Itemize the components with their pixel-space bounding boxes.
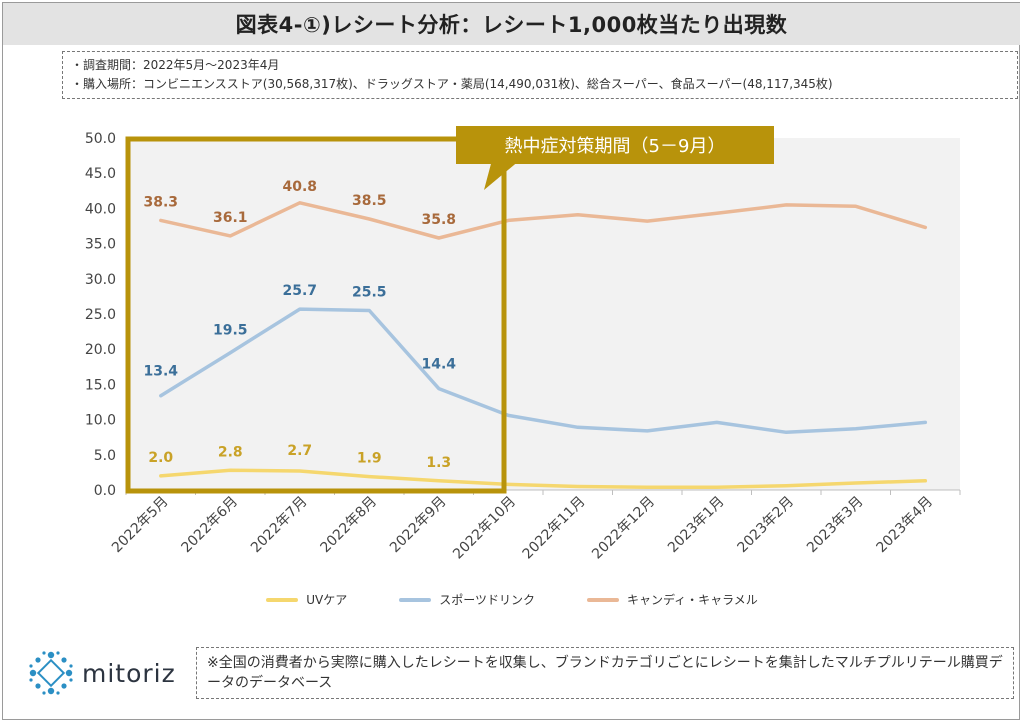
data-label: 2.0 (148, 450, 173, 466)
data-label: 19.5 (213, 323, 248, 339)
mitoriz-logo-icon (29, 651, 73, 695)
survey-period-text: ・調査期間：2022年5月～2023年4月 (71, 58, 280, 72)
series-lines (159, 201, 928, 489)
legend-swatch (586, 597, 619, 602)
x-tick-label: 2023年2月 (734, 494, 797, 557)
legend-item: キャンディ・キャラメル (586, 591, 758, 608)
legend-item: スポーツドリンク (399, 591, 535, 608)
y-tick-label: 25.0 (85, 307, 116, 323)
line-chart: 0.0 5.0 10.0 15.0 20.0 25.0 30.0 35.0 40.0 45.0 50… (85, 126, 961, 563)
x-tick-label: 2023年3月 (804, 494, 867, 557)
x-tick-label: 2023年4月 (873, 494, 936, 557)
legend-swatch (399, 597, 432, 602)
series-line-0 (159, 468, 928, 489)
y-tick-label: 10.0 (85, 413, 116, 429)
footnote-box: ※全国の消費者から実際に購入したレシートを収集し、ブランドカテゴリごとにレシート… (196, 647, 1014, 699)
page-title: 図表4-①)レシート分析：レシート1,000枚当たり出現数 (235, 13, 788, 37)
y-tick-label: 15.0 (85, 377, 116, 393)
y-tick-label: 50.0 (85, 131, 116, 147)
heat-period-highlight-box (125, 136, 507, 494)
x-tick-label: 2022年12月 (589, 494, 658, 563)
purchase-location-text: ・購入場所：コンビニエンスストア(30,568,317枚)、ドラッグストア・薬局… (71, 77, 833, 91)
data-label: 1.3 (426, 455, 451, 471)
x-tick-label: 2022年10月 (450, 494, 519, 563)
plot-background (126, 138, 960, 490)
data-label: 40.8 (282, 179, 317, 195)
x-tick-label: 2022年6月 (178, 494, 241, 557)
callout: 熱中症対策期間（5－9月） (456, 126, 774, 190)
y-tick-labels: 0.0 5.0 10.0 15.0 20.0 25.0 30.0 35.0 40.0 45.0 50… (85, 131, 116, 499)
legend: UVケア スポーツドリンク キャンディ・キャラメル (0, 591, 1024, 608)
legend-label: キャンディ・キャラメル (626, 593, 758, 607)
x-tick-label: 2022年5月 (109, 494, 172, 557)
data-label: 36.1 (213, 210, 248, 226)
data-label: 35.8 (421, 212, 456, 228)
y-tick-label: 35.0 (85, 237, 116, 253)
survey-info-box: ・調査期間：2022年5月～2023年4月 ・購入場所：コンビニエンスストア(3… (62, 51, 1018, 99)
legend-swatch (266, 597, 299, 602)
series-line-1 (159, 307, 928, 435)
data-label: 38.5 (352, 193, 387, 209)
x-tick-label: 2022年9月 (387, 494, 450, 557)
series-line-2 (159, 201, 928, 240)
data-label: 14.4 (421, 357, 456, 373)
data-label: 25.7 (282, 283, 317, 299)
title-bar: 図表4-①)レシート分析：レシート1,000枚当たり出現数 (3, 3, 1020, 45)
data-label: 2.8 (218, 444, 243, 460)
data-label: 1.9 (357, 451, 382, 467)
logo-text: mitoriz (82, 658, 176, 688)
x-tick-label: 2022年8月 (317, 494, 380, 557)
callout-label: 熱中症対策期間（5－9月） (505, 136, 726, 157)
x-tick-labels: 2022年5月 2022年6月 2022年7月 2022年8月 2022年9月 2022年… (109, 494, 936, 563)
y-tick-label: 0.0 (94, 483, 116, 499)
x-tick-label: 2022年7月 (248, 494, 311, 557)
y-tick-label: 40.0 (85, 201, 116, 217)
callout-pointer (484, 160, 520, 190)
logo: mitoriz (28, 648, 176, 698)
legend-label: スポーツドリンク (439, 593, 535, 607)
footnote-text: ※全国の消費者から実際に購入したレシートを収集し、ブランドカテゴリごとにレシート… (207, 655, 1003, 691)
legend-item: UVケア (266, 591, 347, 608)
x-tick-label: 2022年11月 (520, 494, 589, 563)
callout-box (456, 126, 774, 164)
data-label: 25.5 (352, 284, 387, 300)
legend-label: UVケア (306, 593, 348, 607)
data-label: 38.3 (143, 194, 178, 210)
x-tick-label: 2023年1月 (665, 494, 728, 557)
y-tick-label: 45.0 (85, 166, 116, 182)
data-label: 13.4 (143, 364, 178, 380)
y-tick-label: 20.0 (85, 342, 116, 358)
data-label: 2.7 (287, 443, 312, 459)
y-tick-label: 5.0 (94, 448, 116, 464)
y-tick-label: 30.0 (85, 272, 116, 288)
data-labels: 2.0 2.8 2.7 1.9 1.3 13.4 19.5 25.7 25.5 14.4 38.3 3… (143, 179, 456, 471)
